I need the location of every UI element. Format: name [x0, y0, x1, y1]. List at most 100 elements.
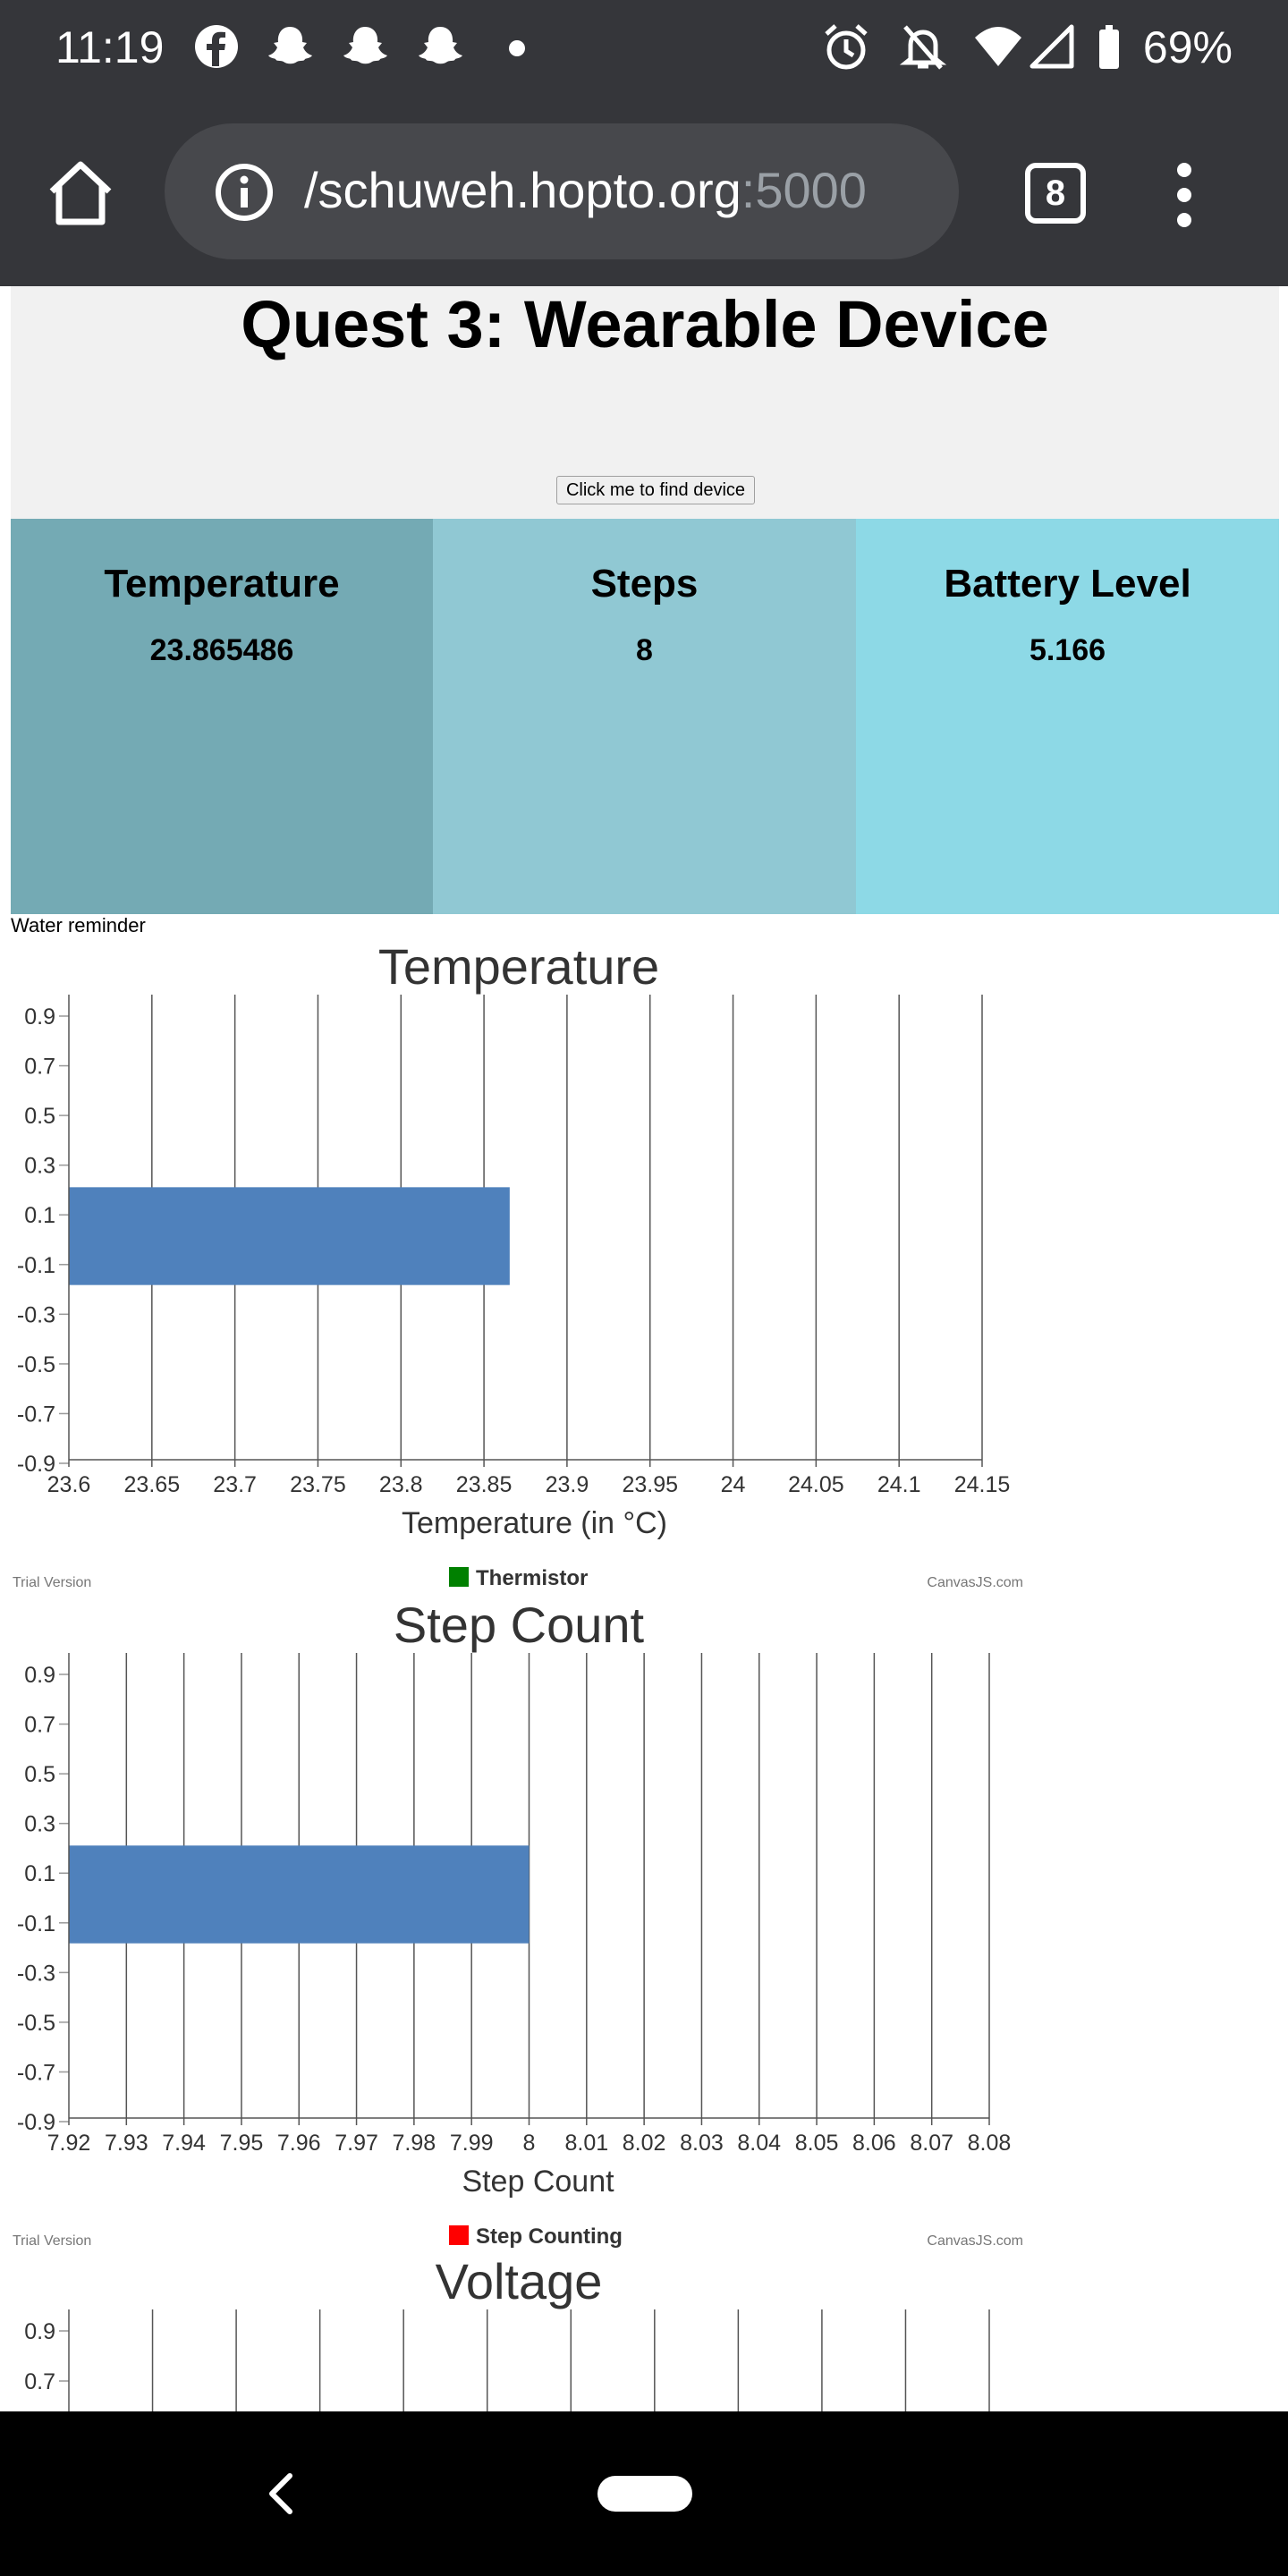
- x-tick-label: 8.07: [910, 2131, 953, 2156]
- chart-svg: Temperature 0.9 0.7 0.5 0.3 0.1 -0.1 -0.3 -0.5 -0…: [13, 938, 1023, 1590]
- alarm-icon: [825, 24, 868, 70]
- snapchat-icon: [268, 27, 312, 64]
- page-title: Quest 3: Wearable Device: [241, 287, 1049, 361]
- x-tick-label: 7.95: [220, 2131, 264, 2156]
- dot-icon: [509, 40, 525, 56]
- battery-value: 5.166: [1029, 633, 1106, 667]
- y-tick-label: 0.5: [24, 1762, 55, 1787]
- browser-toolbar: /schuweh.hopto.org:5000 8: [0, 98, 1288, 286]
- home-icon[interactable]: [45, 157, 116, 229]
- bell-off-icon: [899, 25, 947, 70]
- y-tick-label: -0.3: [17, 1961, 55, 1986]
- web-page: Quest 3: Wearable Device Click me to fin…: [0, 286, 1288, 2411]
- y-tick-label: 0.3: [24, 1154, 55, 1179]
- bar[interactable]: [69, 1187, 510, 1285]
- y-tick-label: 0.9: [24, 2319, 55, 2344]
- x-tick-label: 24.1: [877, 1472, 921, 1497]
- y-tick-label: -0.7: [17, 1402, 55, 1427]
- y-tick-label: 0.7: [24, 2369, 55, 2394]
- canvasjs-credit: CanvasJS.com: [927, 2233, 1023, 2249]
- snapchat-icon: [419, 27, 462, 64]
- signal-icon: [1030, 24, 1074, 69]
- chart-svg: Voltage 0.9 0.7: [24, 2253, 990, 2411]
- temperature-value: 23.865486: [149, 633, 294, 667]
- y-tick-label: -0.7: [17, 2060, 55, 2085]
- y-tick-label: 0.7: [24, 1055, 55, 1080]
- address-bar[interactable]: /schuweh.hopto.org:5000: [165, 123, 959, 259]
- bar[interactable]: [69, 1845, 530, 1944]
- legend-label: Step Counting: [476, 2224, 623, 2249]
- plot-area: 0.9 0.7 0.5 0.3 0.1 -0.1 -0.3 -0.5 -0.7 -0.9: [17, 1653, 990, 2135]
- trial-version-text: Trial Version: [13, 1575, 91, 1590]
- x-tick-label: 8.03: [680, 2131, 724, 2156]
- trial-version-text: Trial Version: [13, 2233, 91, 2249]
- x-tick-label: 7.99: [450, 2131, 494, 2156]
- x-tick-label: 23.6: [47, 1472, 91, 1497]
- legend-label: Thermistor: [476, 1566, 588, 1590]
- chart-title: Temperature: [378, 938, 659, 995]
- y-tick-label: 0.5: [24, 1104, 55, 1129]
- legend-marker: [449, 2225, 469, 2245]
- back-icon[interactable]: [263, 2470, 299, 2517]
- plot-area: 0.9 0.7: [24, 2309, 990, 2411]
- url-text[interactable]: /schuweh.hopto.org:5000: [304, 161, 867, 219]
- url-host: /schuweh.hopto.org: [304, 162, 741, 218]
- battery-card: Battery Level 5.166: [856, 519, 1279, 914]
- home-gesture-pill[interactable]: [597, 2476, 692, 2512]
- x-tick-label: 23.7: [213, 1472, 257, 1497]
- status-time: 11:19: [55, 22, 165, 72]
- y-tick-label: -0.3: [17, 1302, 55, 1327]
- x-tick-label: 7.92: [47, 2131, 91, 2156]
- steps-label: Steps: [590, 562, 699, 606]
- y-tick-label: 0.9: [24, 1663, 55, 1688]
- steps-value: 8: [636, 633, 653, 667]
- x-tick-label: 23.75: [290, 1472, 346, 1497]
- x-tick-label: 7.98: [393, 2131, 436, 2156]
- y-tick-label: -0.9: [17, 1452, 55, 1477]
- x-axis-title: Temperature (in °C): [402, 1506, 667, 1540]
- water-reminder: Water reminder: [11, 914, 146, 936]
- y-tick-label: 0.3: [24, 1812, 55, 1837]
- x-tick-label: 7.93: [105, 2131, 148, 2156]
- x-tick-label: 8.05: [795, 2131, 839, 2156]
- facebook-icon: [195, 25, 238, 68]
- y-tick-label: 0.1: [24, 1203, 55, 1228]
- x-tick-label: 8.08: [968, 2131, 1012, 2156]
- x-tick-label: 7.97: [335, 2131, 378, 2156]
- battery-percentage: 69%: [1142, 22, 1233, 72]
- chart-svg: Step Count 0.9 0.7 0.5 0.3 0.1 -0.1 -0.3 -0.5 -0.…: [13, 1597, 1023, 2249]
- canvasjs-credit: CanvasJS.com: [927, 1575, 1023, 1590]
- x-tick-label: 8.04: [737, 2131, 781, 2156]
- plot-area: 0.9 0.7 0.5 0.3 0.1 -0.1 -0.3 -0.5 -0.7 -0.9: [17, 995, 983, 1477]
- x-tick-label: 8.06: [852, 2131, 896, 2156]
- temperature-label: Temperature: [104, 562, 340, 606]
- y-tick-label: -0.5: [17, 2011, 55, 2036]
- wifi-icon: [975, 27, 1021, 66]
- x-tick-label: 8: [523, 2131, 536, 2156]
- y-tick-label: -0.9: [17, 2110, 55, 2135]
- x-tick-label: 24.15: [954, 1472, 1011, 1497]
- y-tick-label: -0.1: [17, 1253, 55, 1278]
- info-icon[interactable]: [215, 163, 274, 222]
- y-tick-label: -0.1: [17, 1911, 55, 1936]
- battery-label: Battery Level: [944, 562, 1191, 606]
- url-port: :5000: [741, 162, 867, 218]
- tab-switcher-button[interactable]: 8: [1025, 163, 1086, 224]
- legend-marker: [449, 1567, 469, 1587]
- temperature-card: Temperature 23.865486: [11, 519, 433, 914]
- y-tick-label: -0.5: [17, 1352, 55, 1377]
- more-options-icon[interactable]: [1174, 161, 1195, 229]
- x-tick-label: 8.02: [623, 2131, 666, 2156]
- chart-title: Voltage: [436, 2253, 603, 2309]
- x-tick-label: 23.85: [456, 1472, 513, 1497]
- x-axis-title: Step Count: [462, 2165, 614, 2199]
- find-device-button[interactable]: Click me to find device: [556, 476, 755, 504]
- y-tick-label: 0.1: [24, 1861, 55, 1886]
- x-tick-label: 23.95: [622, 1472, 678, 1497]
- x-tick-label: 23.9: [546, 1472, 589, 1497]
- x-tick-label: 7.94: [162, 2131, 206, 2156]
- chart-title: Step Count: [394, 1597, 645, 1653]
- x-tick-label: 23.65: [124, 1472, 181, 1497]
- x-tick-label: 8.01: [564, 2131, 608, 2156]
- navigation-bar: [0, 2411, 1288, 2576]
